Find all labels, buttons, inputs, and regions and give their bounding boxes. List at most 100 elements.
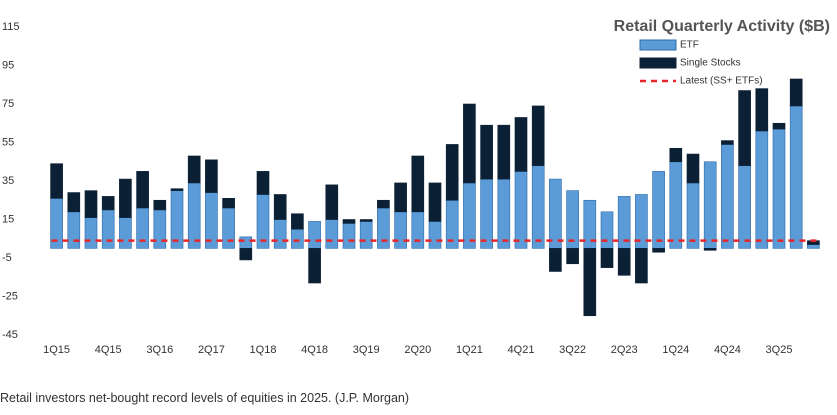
bar xyxy=(239,248,253,261)
bar xyxy=(136,171,149,209)
bar xyxy=(703,161,717,249)
bar xyxy=(789,78,803,107)
caption: Retail investors net-bought record level… xyxy=(0,391,410,405)
x-tick-label: 2Q23 xyxy=(611,344,638,356)
x-tick-label: 3Q16 xyxy=(146,344,173,356)
chart-title: Retail Quarterly Activity ($B) xyxy=(614,18,830,35)
bar xyxy=(755,130,769,249)
bar xyxy=(738,90,751,166)
bar xyxy=(497,124,511,180)
x-tick-label: 1Q15 xyxy=(43,344,70,356)
bar xyxy=(755,88,769,132)
legend-label: ETF xyxy=(680,40,699,51)
x-tick-label: 3Q22 xyxy=(559,344,586,356)
y-tick-label: 115 xyxy=(2,21,20,33)
bar xyxy=(807,244,820,249)
bar xyxy=(84,190,98,218)
bar xyxy=(153,209,167,249)
bar xyxy=(291,228,304,249)
bar xyxy=(308,248,321,284)
bar xyxy=(463,182,476,249)
bar xyxy=(377,207,390,249)
legend-swatch xyxy=(639,57,677,69)
bar xyxy=(566,248,579,265)
bar xyxy=(119,178,132,218)
bar xyxy=(600,211,614,249)
bar xyxy=(291,213,304,230)
bar xyxy=(359,221,373,249)
bar xyxy=(50,163,63,199)
x-tick-label: 2Q17 xyxy=(198,344,225,356)
bar xyxy=(153,199,167,211)
bar xyxy=(428,221,442,249)
bar xyxy=(428,182,442,222)
bar xyxy=(549,248,562,272)
bar xyxy=(635,248,648,284)
bar xyxy=(772,122,786,130)
bar xyxy=(119,217,132,249)
bar xyxy=(411,155,425,213)
bar xyxy=(531,165,545,249)
bar xyxy=(394,182,407,213)
bar xyxy=(67,211,81,249)
bar xyxy=(187,155,201,184)
bar xyxy=(686,153,700,184)
bar xyxy=(600,248,614,268)
bar xyxy=(549,178,562,249)
x-tick-label: 1Q24 xyxy=(662,344,689,356)
legend-label: Single Stocks xyxy=(680,58,741,69)
bar xyxy=(136,207,149,249)
bar xyxy=(325,219,339,249)
bar xyxy=(514,117,528,172)
bar xyxy=(239,236,253,249)
bar xyxy=(394,211,407,249)
x-tick-label: 4Q18 xyxy=(301,344,328,356)
y-tick-label: 15 xyxy=(2,213,14,225)
bar xyxy=(497,178,511,249)
x-tick-label: 2Q20 xyxy=(404,344,431,356)
bar xyxy=(514,171,528,249)
bar xyxy=(256,171,270,195)
bar xyxy=(531,105,545,166)
bar xyxy=(738,165,751,249)
bar xyxy=(721,144,734,249)
bar xyxy=(721,140,734,145)
legend-label: Latest (SS+ ETFs) xyxy=(680,76,763,87)
y-tick-label: 95 xyxy=(2,59,14,71)
x-tick-label: 3Q25 xyxy=(766,344,793,356)
bar xyxy=(273,194,287,220)
bar xyxy=(652,248,665,253)
bar xyxy=(411,211,425,249)
bar xyxy=(342,219,356,224)
x-tick-label: 4Q21 xyxy=(508,344,535,356)
bar xyxy=(772,128,786,249)
y-tick-label: 35 xyxy=(2,175,14,187)
y-tick-label: -5 xyxy=(2,252,12,264)
bar xyxy=(617,248,631,276)
bar xyxy=(101,196,115,211)
bar xyxy=(187,182,201,249)
bar xyxy=(170,188,184,191)
bar xyxy=(101,209,115,249)
bar xyxy=(445,144,459,201)
y-tick-label: -45 xyxy=(2,329,18,341)
bar xyxy=(583,248,597,317)
bar xyxy=(377,199,390,209)
y-tick-label: -25 xyxy=(2,290,18,302)
bar xyxy=(342,223,356,249)
bar xyxy=(222,207,235,249)
bar xyxy=(273,219,287,249)
y-tick-label: 75 xyxy=(2,98,14,110)
x-tick-label: 4Q24 xyxy=(714,344,741,356)
x-tick-label: 3Q19 xyxy=(353,344,380,356)
legend-swatch xyxy=(639,39,677,51)
bar xyxy=(789,105,803,249)
bar xyxy=(463,103,476,184)
x-tick-label: 4Q15 xyxy=(95,344,122,356)
bar xyxy=(205,159,218,193)
bar xyxy=(325,184,339,220)
x-tick-label: 1Q21 xyxy=(456,344,483,356)
chart: Retail Quarterly Activity ($B) -45 -25 -5 1… xyxy=(2,18,830,356)
bar xyxy=(222,198,235,209)
